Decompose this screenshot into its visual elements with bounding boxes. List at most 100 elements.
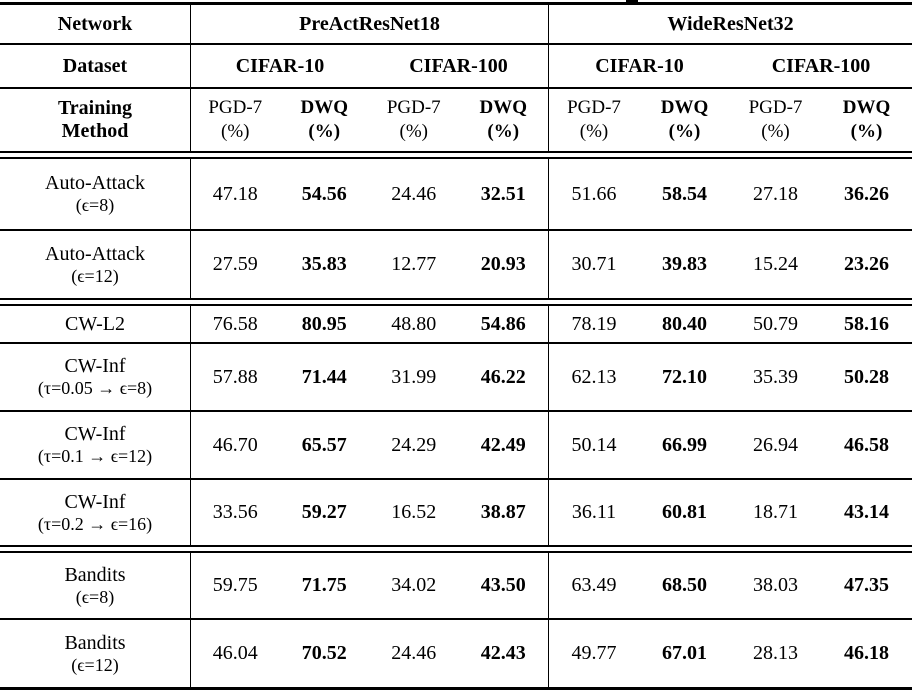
value-cell: 46.18 [844,642,889,664]
value-cell: 16.52 [391,501,437,523]
value-cell: 35.83 [301,253,347,275]
metric-header-pgd7: PGD-7 (%) [748,97,803,142]
value-cell: 47.35 [844,574,889,596]
double-rule [0,151,912,159]
row-label: Bandits (ϵ=8) [64,563,126,607]
metric-header-dwq: DWQ (%) [660,97,709,142]
table-row: Auto-Attack (ϵ=12) 27.59 35.83 12.77 20.93 30.… [0,231,912,298]
metric-header-dwq: DWQ (%) [842,97,891,142]
value-cell: 46.22 [480,365,526,388]
row-label: CW-L2 [65,313,125,335]
value-cell: 58.16 [844,312,889,335]
horizontal-rule [0,478,912,480]
value-cell: 58.54 [662,182,707,205]
value-cell: 50.28 [844,365,889,388]
value-cell: 39.83 [662,253,707,275]
value-cell: 12.77 [391,253,437,275]
header-row-metrics: Training Method PGD-7 (%) DWQ (%) PGD-7 (%)… [0,89,912,151]
top-rule [0,2,912,5]
row-label: Auto-Attack (ϵ=12) [45,242,145,286]
row-label: CW-Inf (τ=0.1 → ϵ=12) [37,423,153,467]
dataset-name-cifar10-wide: CIFAR-10 [548,45,730,87]
metric-header-pgd7: PGD-7 (%) [548,89,639,151]
value-cell: 48.80 [391,312,437,335]
value-cell: 31.99 [391,365,437,388]
dataset-name-cifar10-preact: CIFAR-10 [190,45,369,87]
value-cell: 51.66 [548,159,639,229]
table-row: Bandits (ϵ=12) 46.04 70.52 24.46 42.43 49.77 67… [0,620,912,687]
value-cell: 30.71 [548,231,639,298]
value-cell: 46.58 [844,433,889,456]
row-label: Auto-Attack (ϵ=8) [45,172,145,216]
value-cell: 43.14 [844,501,889,523]
value-cell: 59.75 [190,553,280,618]
value-cell: 50.79 [753,312,798,335]
value-cell: 42.49 [480,433,526,456]
dataset-corner-label: Dataset [62,54,128,77]
value-cell: 20.93 [480,253,526,275]
metric-header-pgd7: PGD-7 (%) [386,97,441,142]
value-cell: 68.50 [662,574,707,596]
row-label: CW-Inf (τ=0.2 → ϵ=16) [37,490,153,534]
value-cell: 46.70 [190,412,280,478]
value-cell: 71.75 [301,574,347,596]
value-cell: 65.57 [301,433,347,456]
table-row: CW-Inf (τ=0.05 → ϵ=8) 57.88 71.44 31.99 46.22… [0,344,912,410]
bottom-rule [0,687,912,690]
value-cell: 28.13 [753,642,798,664]
value-cell: 50.14 [548,412,639,478]
value-cell: 27.59 [190,231,280,298]
value-cell: 34.02 [391,574,437,596]
value-cell: 23.26 [844,253,889,275]
value-cell: 49.77 [548,620,639,687]
value-cell: 26.94 [753,433,798,456]
caption-artifact [626,0,638,2]
dataset-name-cifar100-wide: CIFAR-100 [771,54,871,77]
header-row-network: Network PreActResNet18 WideResNet32 [0,5,912,43]
horizontal-rule [0,43,912,45]
value-cell: 47.18 [190,159,280,229]
value-cell: 38.03 [753,574,798,596]
value-cell: 42.43 [480,642,526,664]
table-row: Bandits (ϵ=8) 59.75 71.75 34.02 43.50 63.49 68.… [0,553,912,618]
value-cell: 54.86 [480,312,526,335]
metric-header-pgd7: PGD-7 (%) [190,89,280,151]
network-corner-label: Network [57,12,133,35]
value-cell: 70.52 [301,642,347,664]
value-cell: 72.10 [662,365,707,388]
table-row: Auto-Attack (ϵ=8) 47.18 54.56 24.46 32.51 51.6… [0,159,912,229]
value-cell: 54.56 [301,182,347,205]
table-body: Auto-Attack (ϵ=8) 47.18 54.56 24.46 32.51 51.6… [0,159,912,687]
value-cell: 71.44 [301,365,347,388]
double-rule [0,298,912,306]
value-cell: 24.46 [391,182,437,205]
value-cell: 80.95 [301,312,347,335]
value-cell: 60.81 [662,501,707,523]
value-cell: 24.29 [391,433,437,456]
row-label: Bandits (ϵ=12) [64,631,126,675]
horizontal-rule [0,87,912,89]
value-cell: 32.51 [480,182,526,205]
value-cell: 62.13 [548,344,639,410]
value-cell: 59.27 [301,501,347,523]
value-cell: 43.50 [480,574,526,596]
value-cell: 15.24 [753,253,798,275]
row-label: CW-Inf (τ=0.05 → ϵ=8) [37,355,153,399]
dataset-name-cifar100-preact: CIFAR-100 [409,54,508,77]
horizontal-rule [0,342,912,344]
value-cell: 46.04 [190,620,280,687]
value-cell: 35.39 [753,365,798,388]
network-name-wideresnet32: WideResNet32 [548,5,912,43]
value-cell: 78.19 [548,306,639,342]
metric-header-dwq: DWQ (%) [479,97,528,142]
value-cell: 63.49 [548,553,639,618]
value-cell: 18.71 [753,501,798,523]
table-row: CW-L2 76.58 80.95 48.80 54.86 78.19 80.40 50.79… [0,306,912,342]
metric-header-dwq: DWQ (%) [300,97,349,142]
value-cell: 76.58 [190,306,280,342]
table-row: CW-Inf (τ=0.2 → ϵ=16) 33.56 59.27 16.52 38.87… [0,480,912,545]
header-row-dataset: Dataset CIFAR-10 CIFAR-100 CIFAR-10 CIFA… [0,45,912,87]
value-cell: 38.87 [480,501,526,523]
value-cell: 24.46 [391,642,437,664]
